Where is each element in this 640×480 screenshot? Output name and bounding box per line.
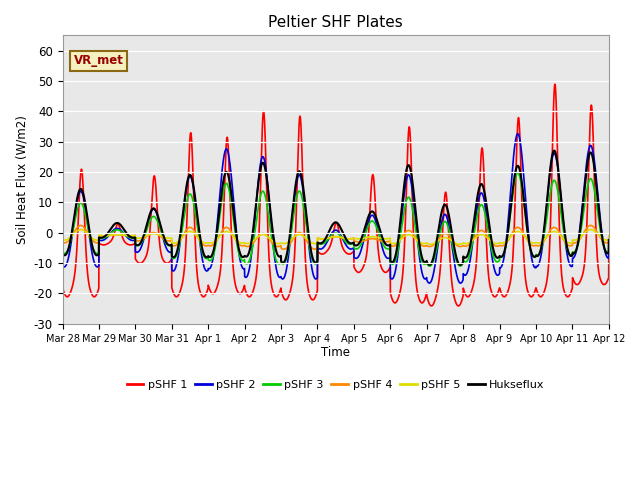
Y-axis label: Soil Heat Flux (W/m2): Soil Heat Flux (W/m2)	[15, 115, 28, 244]
pSHF 4	[59, 240, 67, 245]
X-axis label: Time: Time	[321, 346, 350, 360]
pSHF 5	[176, 237, 184, 243]
pSHF 2	[389, 276, 397, 281]
pSHF 5	[456, 241, 463, 247]
pSHF 3	[514, 170, 522, 176]
pSHF 5	[211, 238, 219, 244]
Hukseflux	[59, 251, 67, 257]
pSHF 5	[77, 227, 84, 232]
pSHF 2	[554, 161, 561, 167]
pSHF 2	[605, 242, 612, 248]
pSHF 3	[554, 185, 561, 191]
pSHF 1	[551, 81, 559, 87]
Hukseflux	[399, 199, 406, 204]
Hukseflux	[211, 240, 219, 246]
pSHF 4	[77, 223, 84, 228]
Legend: pSHF 1, pSHF 2, pSHF 3, pSHF 4, pSHF 5, Hukseflux: pSHF 1, pSHF 2, pSHF 3, pSHF 4, pSHF 5, …	[122, 375, 549, 395]
pSHF 5	[605, 232, 612, 238]
pSHF 4	[211, 240, 219, 245]
Line: pSHF 1: pSHF 1	[63, 84, 609, 306]
Title: Peltier SHF Plates: Peltier SHF Plates	[268, 15, 403, 30]
Line: pSHF 2: pSHF 2	[63, 134, 609, 283]
pSHF 3	[176, 241, 184, 247]
pSHF 2	[59, 263, 67, 269]
Hukseflux	[176, 236, 184, 242]
pSHF 1	[59, 285, 67, 290]
Line: Hukseflux: Hukseflux	[63, 151, 609, 265]
pSHF 3	[399, 220, 406, 226]
pSHF 2	[457, 280, 465, 286]
Line: pSHF 3: pSHF 3	[63, 173, 609, 266]
pSHF 4	[554, 227, 561, 232]
pSHF 5	[399, 235, 406, 240]
pSHF 1	[176, 290, 184, 296]
Hukseflux	[554, 158, 561, 164]
pSHF 1	[399, 275, 406, 280]
pSHF 3	[605, 249, 612, 255]
Hukseflux	[456, 262, 464, 268]
Hukseflux	[605, 237, 612, 243]
pSHF 3	[389, 262, 397, 267]
pSHF 5	[554, 230, 561, 236]
pSHF 3	[59, 250, 67, 255]
pSHF 5	[389, 241, 397, 247]
pSHF 4	[605, 235, 612, 241]
pSHF 1	[554, 137, 561, 143]
pSHF 4	[399, 233, 406, 239]
Text: VR_met: VR_met	[74, 54, 124, 67]
pSHF 4	[605, 240, 612, 246]
Hukseflux	[550, 148, 558, 154]
pSHF 5	[605, 237, 612, 243]
pSHF 1	[428, 303, 435, 309]
pSHF 1	[605, 251, 612, 256]
Hukseflux	[605, 250, 612, 256]
Hukseflux	[389, 259, 397, 265]
pSHF 4	[311, 246, 319, 252]
Line: pSHF 5: pSHF 5	[63, 229, 609, 244]
pSHF 2	[605, 255, 612, 261]
pSHF 1	[605, 275, 612, 281]
pSHF 4	[389, 243, 397, 249]
pSHF 4	[176, 239, 184, 244]
pSHF 3	[605, 237, 612, 243]
pSHF 2	[211, 241, 219, 247]
pSHF 1	[389, 298, 397, 303]
Line: pSHF 4: pSHF 4	[63, 226, 609, 249]
pSHF 2	[399, 208, 406, 214]
pSHF 3	[211, 246, 219, 252]
pSHF 3	[426, 263, 433, 269]
pSHF 2	[514, 131, 522, 137]
pSHF 1	[211, 289, 219, 295]
pSHF 5	[59, 237, 67, 243]
pSHF 2	[176, 244, 184, 250]
